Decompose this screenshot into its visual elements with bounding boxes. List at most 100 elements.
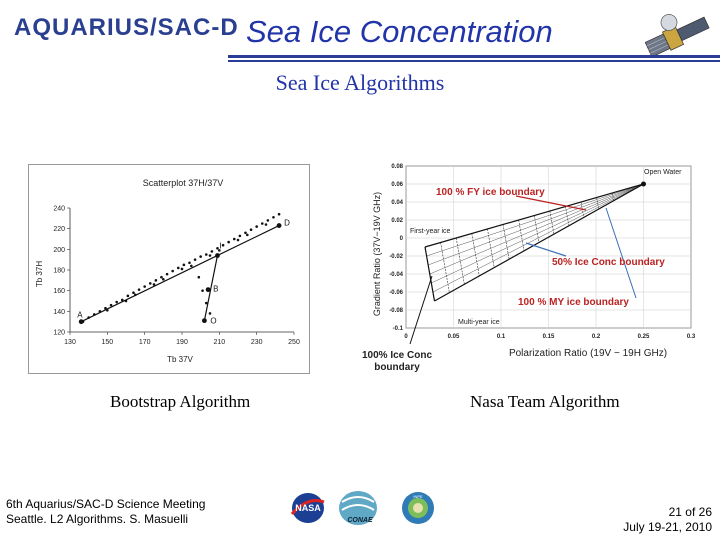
y-tick-label: 0 xyxy=(400,236,404,242)
my-boundary-line xyxy=(434,183,644,302)
data-point xyxy=(266,219,270,222)
data-point xyxy=(180,267,184,271)
data-point xyxy=(176,266,180,270)
data-point xyxy=(165,272,169,276)
data-point xyxy=(260,222,264,225)
y-tick-label: 200 xyxy=(53,247,65,254)
data-point xyxy=(204,301,208,305)
data-point xyxy=(143,285,146,288)
y-tick-label: 180 xyxy=(53,268,65,275)
conc100-annotation-arrow xyxy=(409,275,433,345)
header-rule xyxy=(228,55,720,58)
svg-text:INPE: INPE xyxy=(413,494,423,499)
data-point xyxy=(218,249,221,252)
labeled-point xyxy=(215,253,220,258)
satellite-icon xyxy=(644,14,710,58)
y-tick-label: 120 xyxy=(53,330,65,337)
data-point xyxy=(249,228,253,231)
plot-title: Scatterplot 37H/37V xyxy=(143,178,224,188)
y-tick-label: -0.06 xyxy=(389,290,403,296)
meeting-name: 6th Aquarius/SAC-D Science Meeting xyxy=(6,497,206,511)
open-water-label: Open Water xyxy=(644,169,682,176)
slide-title: Sea Ice Concentration xyxy=(246,14,553,49)
data-point xyxy=(109,303,113,307)
y-tick-label: -0.1 xyxy=(393,326,404,332)
data-point xyxy=(255,225,258,228)
type-gridline xyxy=(431,183,644,284)
conc100-boundary-label: 100% Ice Conc boundary xyxy=(361,350,433,373)
inpe-logo: INPE xyxy=(402,492,434,524)
x-tick-label: 210 xyxy=(213,339,225,346)
x-axis-label: Tb 37V xyxy=(167,355,193,364)
data-point xyxy=(197,275,201,279)
data-point xyxy=(160,275,163,279)
y-tick-label: 220 xyxy=(53,226,65,233)
fy-boundary-label: 100 % FY ice boundary xyxy=(436,187,545,198)
point-label: O xyxy=(210,317,216,326)
multi-year-ice-label: Multi-year ice xyxy=(458,319,500,326)
x-tick-label: 0.25 xyxy=(638,334,650,340)
data-point xyxy=(216,247,219,250)
point-label: B xyxy=(213,285,218,294)
data-point xyxy=(132,291,135,295)
page-number: 21 of 26 xyxy=(668,505,712,519)
data-point xyxy=(152,283,156,286)
ice-line-AD xyxy=(80,225,280,323)
nasa-logo: NASA xyxy=(290,493,325,523)
y-axis-label: Tb 37H xyxy=(35,261,44,287)
data-point xyxy=(244,231,247,235)
meeting-location: Seattle. L2 Algorithms. S. Masuelli xyxy=(6,512,189,526)
footer-page-info: 21 of 26 July 19-21, 2010 xyxy=(623,505,712,535)
data-point xyxy=(182,263,186,267)
type-gridline xyxy=(428,183,644,266)
point-label: A xyxy=(77,311,83,320)
labeled-point xyxy=(202,318,207,324)
data-point xyxy=(201,289,204,292)
conc50-boundary-label: 50% Ice Conc boundary xyxy=(552,257,665,268)
conc50-annotation-arrow xyxy=(525,242,567,257)
y-tick-label: 160 xyxy=(53,288,65,295)
point-label: D xyxy=(284,219,290,228)
y-tick-label: 0.06 xyxy=(391,182,403,188)
first-year-ice-label: First-year ice xyxy=(410,228,451,235)
svg-text:NASA: NASA xyxy=(295,503,321,513)
data-point xyxy=(162,278,165,281)
open-water-point xyxy=(641,181,646,187)
labeled-point xyxy=(276,223,282,228)
x-tick-label: 0.05 xyxy=(448,334,460,340)
data-point xyxy=(148,282,152,285)
x-tick-label: 0 xyxy=(404,334,408,340)
data-point xyxy=(210,250,214,253)
data-point xyxy=(204,253,208,256)
my-annotation-arrow xyxy=(605,207,637,299)
svg-text:CONAE: CONAE xyxy=(347,517,373,524)
y-axis-label: Gradient Ratio (37V−19V GHz) xyxy=(372,192,382,316)
data-point xyxy=(171,269,174,273)
conae-logo: CONAE xyxy=(339,491,377,525)
aquarius-sacd-logo: AQUARIUS/SAC-D xyxy=(14,14,239,41)
type-gridline xyxy=(429,183,644,275)
slide-subtitle: Sea Ice Algorithms xyxy=(275,70,445,95)
nasa-team-plot: Gradient Ratio (37V−19V GHz) Polarizatio… xyxy=(366,158,706,378)
data-point xyxy=(221,243,225,247)
conc100-boundary-line xyxy=(424,246,436,302)
labeled-point xyxy=(205,287,211,293)
data-point xyxy=(277,212,281,216)
x-tick-label: 170 xyxy=(139,339,151,346)
meeting-date: July 19-21, 2010 xyxy=(623,520,712,534)
data-point xyxy=(264,223,268,226)
data-point xyxy=(154,279,158,282)
type-gridline xyxy=(426,183,644,257)
data-point xyxy=(190,264,193,268)
y-tick-label: -0.08 xyxy=(389,308,403,314)
y-tick-label: 240 xyxy=(53,206,65,213)
fy-boundary-line xyxy=(424,183,644,248)
data-point xyxy=(137,288,141,291)
header-rule-thin xyxy=(228,60,720,62)
data-point xyxy=(208,312,212,315)
x-tick-label: 0.2 xyxy=(592,334,601,340)
data-point xyxy=(188,261,191,265)
bootstrap-scatterplot: Scatterplot 37H/37V Tb 37H Tb 37V 130 150… xyxy=(28,164,310,374)
line-OI xyxy=(203,255,219,321)
x-tick-label: 150 xyxy=(101,339,113,346)
